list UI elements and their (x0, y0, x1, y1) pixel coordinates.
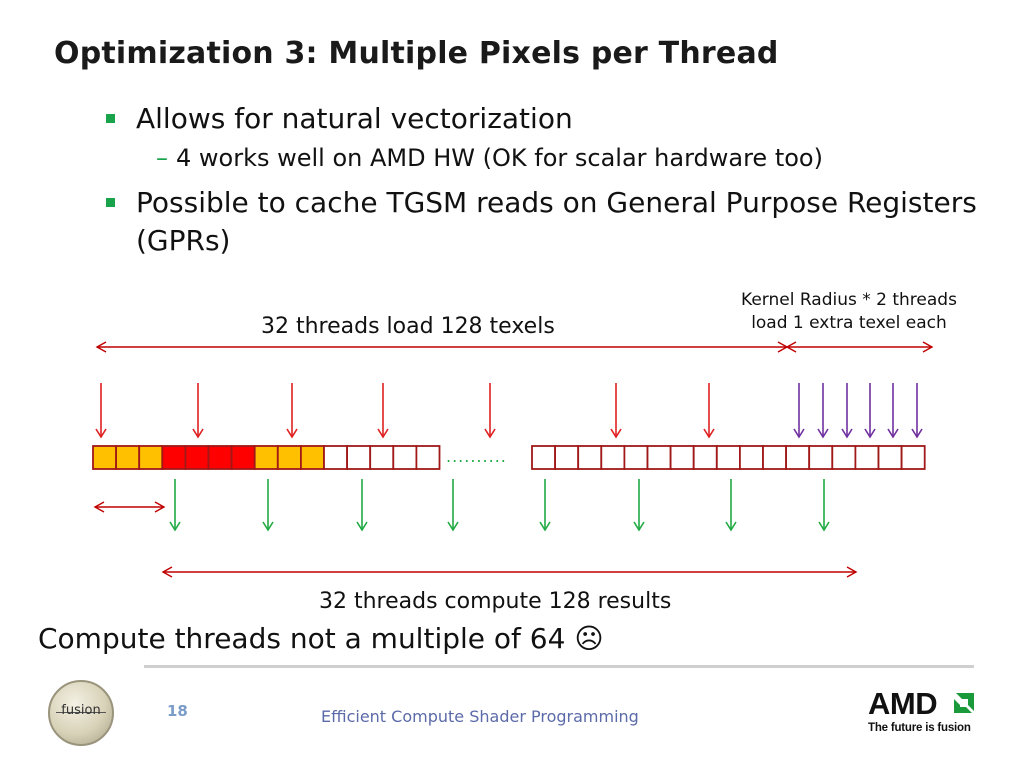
texel-cell (230, 445, 256, 470)
amd-logo: AMD The future is fusion (868, 688, 978, 734)
texel-cell (392, 445, 418, 470)
extra-thread-arrow-head (887, 428, 899, 439)
footer-divider (144, 665, 974, 668)
texel-cell (785, 445, 811, 470)
page-number: 18 (167, 702, 188, 720)
bullet-item: Possible to cache TGSM reads on General … (104, 184, 984, 260)
bullet-list: Allows for natural vectorization – 4 wor… (104, 100, 984, 264)
ellipsis-dots: .......... (446, 447, 507, 466)
texel-cell (115, 445, 141, 470)
compute-thread-arrow-head (818, 521, 830, 532)
texel-cell (623, 445, 649, 470)
load-label: 32 threads load 128 texels (261, 314, 555, 339)
texel-cell (299, 445, 325, 470)
extra-thread-arrow-head (793, 428, 805, 439)
fusion-logo-text: fusion (61, 703, 101, 718)
presentation-title: Efficient Compute Shader Programming (321, 707, 639, 726)
radius-span-arrow-right-head (154, 501, 166, 513)
extra-thread-arrow-head (841, 428, 853, 439)
texel-cell (692, 445, 718, 470)
texel-cell (900, 445, 926, 470)
load-thread-arrow-head (484, 428, 496, 439)
texel-cell (415, 445, 441, 470)
texel-cell (161, 445, 187, 470)
compute-thread-arrow-head (447, 521, 459, 532)
load-thread-arrow-head (610, 428, 622, 439)
compute-thread-arrow-head (539, 521, 551, 532)
load-thread-arrow-head (377, 428, 389, 439)
texel-cell (739, 445, 764, 470)
kernel-radius-label-line2: load 1 extra texel each (751, 313, 947, 333)
amd-tagline: The future is fusion (868, 722, 971, 734)
texel-cell (184, 445, 210, 470)
load-thread-arrow-head (95, 428, 107, 439)
texel-cell (715, 445, 741, 470)
load-span-arrow-left-head (95, 341, 107, 353)
texel-cell (554, 445, 580, 470)
texel-cell (600, 445, 626, 470)
compute-thread-arrow-head (169, 521, 181, 532)
slide-title: Optimization 3: Multiple Pixels per Thre… (54, 36, 779, 71)
texel-cell (877, 445, 903, 470)
fusion-logo: fusion (48, 680, 114, 746)
radius-span-arrow-left-head (93, 501, 105, 513)
compute-thread-arrow-head (725, 521, 737, 532)
sub-bullet-item: – 4 works well on AMD HW (OK for scalar … (104, 142, 984, 174)
square-bullet-icon (106, 198, 115, 207)
bullet-item: Allows for natural vectorization (104, 100, 984, 138)
texel-cell (762, 445, 788, 470)
texel-cell (276, 445, 302, 470)
compute-thread-arrow-head (356, 521, 368, 532)
amd-logo-text: AMD (868, 686, 938, 721)
bottom-note: Compute threads not a multiple of 64 ☹ (38, 622, 604, 655)
texel-cell (669, 445, 695, 470)
extra-thread-arrow-head (911, 428, 923, 439)
texel-cell (831, 445, 857, 470)
amd-arrow-icon (954, 693, 974, 713)
texel-cell (207, 445, 233, 470)
texel-cell (854, 445, 880, 470)
kernel-radius-label: Kernel Radius * 2 threads load 1 extra t… (706, 289, 992, 335)
extra-span-arrow-right-head (922, 341, 934, 353)
compute-thread-arrow-head (633, 521, 645, 532)
texel-cell (577, 445, 603, 470)
extra-thread-arrow-head (864, 428, 876, 439)
texel-cell (323, 445, 349, 470)
load-thread-arrow-head (192, 428, 204, 439)
bullet-text: Allows for natural vectorization (136, 102, 573, 135)
texel-cell (808, 445, 834, 470)
texel-cell (369, 445, 395, 470)
square-bullet-icon (106, 114, 115, 123)
compute-span-arrow-left-head (161, 566, 173, 578)
load-thread-arrow-head (286, 428, 298, 439)
compute-label: 32 threads compute 128 results (319, 589, 672, 614)
kernel-radius-label-line1: Kernel Radius * 2 threads (741, 290, 957, 310)
load-thread-arrow-head (703, 428, 715, 439)
sub-bullet-text: 4 works well on AMD HW (OK for scalar ha… (176, 144, 823, 172)
texel-cell (253, 445, 279, 470)
texel-cell (646, 445, 672, 470)
compute-span-arrow-right-head (846, 566, 858, 578)
dash-bullet-icon: – (156, 144, 168, 172)
texel-cell (346, 445, 372, 470)
texel-cell (92, 445, 118, 470)
texel-cell (531, 445, 557, 470)
texel-cell (138, 445, 164, 470)
bullet-text: Possible to cache TGSM reads on General … (136, 186, 977, 257)
compute-thread-arrow-head (262, 521, 274, 532)
extra-thread-arrow-head (817, 428, 829, 439)
extra-span-arrow-left-head (785, 341, 797, 353)
